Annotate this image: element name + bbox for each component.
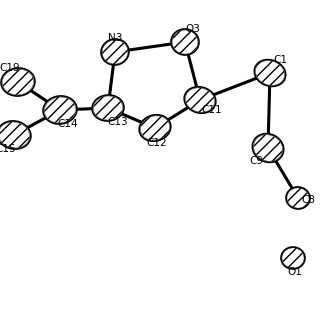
Ellipse shape [184, 87, 216, 113]
Text: C12: C12 [147, 138, 167, 148]
Ellipse shape [43, 96, 77, 124]
Text: C15: C15 [0, 144, 16, 154]
Text: C1: C1 [273, 55, 287, 65]
Ellipse shape [101, 39, 129, 65]
Text: C9: C9 [249, 156, 263, 166]
Ellipse shape [139, 115, 171, 141]
Text: C14: C14 [58, 119, 78, 129]
Text: O1: O1 [288, 267, 302, 277]
Text: C8: C8 [301, 195, 315, 205]
Text: C19: C19 [0, 63, 20, 73]
Ellipse shape [1, 68, 35, 96]
Text: O3: O3 [186, 24, 200, 34]
Text: N3: N3 [108, 33, 122, 43]
Ellipse shape [281, 247, 305, 269]
Ellipse shape [252, 134, 284, 162]
Ellipse shape [171, 29, 199, 55]
Ellipse shape [286, 187, 310, 209]
Ellipse shape [92, 95, 124, 121]
Text: C11: C11 [202, 105, 222, 115]
Ellipse shape [0, 121, 31, 149]
Ellipse shape [254, 60, 286, 86]
Text: C13: C13 [108, 117, 128, 127]
